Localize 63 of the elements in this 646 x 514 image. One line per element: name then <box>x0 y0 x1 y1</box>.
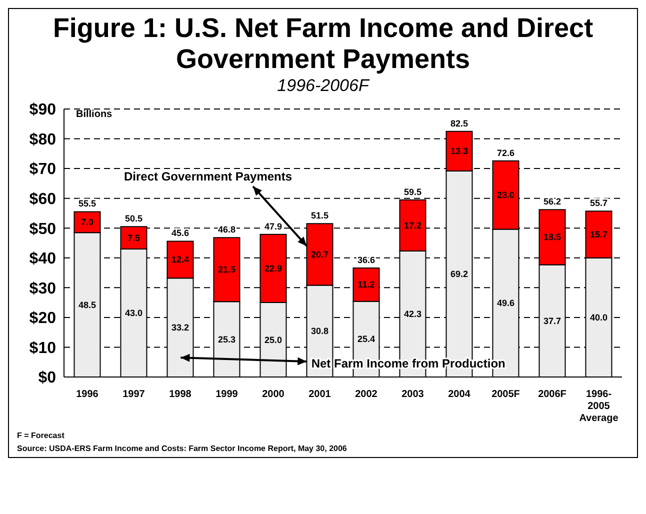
data-label: 17.2 <box>404 220 422 230</box>
y-tick-label: $50 <box>29 220 56 238</box>
data-label: 22.9 <box>264 263 282 274</box>
total-label: 82.5 <box>450 118 468 128</box>
data-label: 43.0 <box>124 308 142 318</box>
x-tick-label: 1996 <box>76 389 99 400</box>
data-label: 7.5 <box>127 232 140 243</box>
y-tick-label: $10 <box>29 340 56 357</box>
data-label: 13.3 <box>450 146 468 156</box>
chart-subtitle: 1996-2006F <box>276 75 371 97</box>
data-label: 11.2 <box>358 280 375 290</box>
data-label: 20.7 <box>310 249 328 260</box>
x-tick-label: 2001 <box>308 389 332 400</box>
chart-title: Figure 1: U.S. Net Farm Income and Direct Government Payments <box>52 12 594 75</box>
data-label: 30.8 <box>310 326 328 336</box>
data-label: 21.5 <box>218 264 236 275</box>
data-label: 7.0 <box>80 217 94 228</box>
x-tick-label: 1998 <box>169 389 192 400</box>
y-tick-label: $90 <box>29 102 56 119</box>
data-label: 42.3 <box>404 309 422 320</box>
data-label: 12.4 <box>171 254 189 265</box>
x-tick-label: 2005F <box>492 389 520 400</box>
source-note: Source: USDA-ERS Farm Income and Costs: Farm Sector Income Report, May 30, 2006 <box>17 444 348 453</box>
data-label: 25.4 <box>357 334 375 344</box>
x-tick-label: 1996-2005 Average <box>579 389 619 424</box>
total-label: 56.2 <box>543 196 561 207</box>
x-tick-label: 2003 <box>402 389 424 400</box>
total-label: 45.6 <box>171 228 189 238</box>
total-label: 50.5 <box>124 214 142 224</box>
total-label: 59.5 <box>404 186 422 197</box>
data-label: 37.7 <box>543 316 561 326</box>
data-label: 23.0 <box>496 190 514 200</box>
data-label: 15.7 <box>590 230 608 240</box>
x-tick-label: 2002 <box>355 389 378 400</box>
y-axis-title: Billions <box>76 109 113 120</box>
y-tick-label: $20 <box>29 310 56 328</box>
x-tick-label: 1997 <box>122 389 146 400</box>
y-tick-label: $80 <box>29 131 56 148</box>
text: F = Forecast <box>17 431 66 440</box>
x-tick-label: 2000 <box>262 389 285 400</box>
y-tick-label: $0 <box>38 370 56 387</box>
text: Direct Government Payments <box>124 169 292 184</box>
data-label: 69.2 <box>450 268 468 279</box>
x-tick-label: 2006F <box>538 389 566 400</box>
y-tick-label: $70 <box>29 161 56 178</box>
data-label: 25.3 <box>218 334 236 344</box>
y-tick-label: $40 <box>29 250 56 268</box>
total-label: 51.5 <box>310 210 328 221</box>
x-tick-label: 2004 <box>448 389 471 400</box>
data-label: 40.0 <box>590 312 608 322</box>
y-tick-label: $60 <box>29 191 56 208</box>
data-label: 49.6 <box>496 298 514 308</box>
total-label: 55.5 <box>78 198 96 209</box>
total-label: 55.7 <box>590 198 608 208</box>
total-label: 36.6 <box>357 255 375 266</box>
data-label: 25.0 <box>264 334 282 345</box>
total-label: 72.6 <box>496 148 514 158</box>
x-tick-label: 1999 <box>216 389 238 400</box>
data-label: 33.2 <box>171 322 189 333</box>
data-label: 18.5 <box>543 232 561 242</box>
data-label: 48.5 <box>78 300 96 310</box>
y-tick-label: $30 <box>29 280 56 298</box>
total-label: 46.8 <box>218 224 236 235</box>
